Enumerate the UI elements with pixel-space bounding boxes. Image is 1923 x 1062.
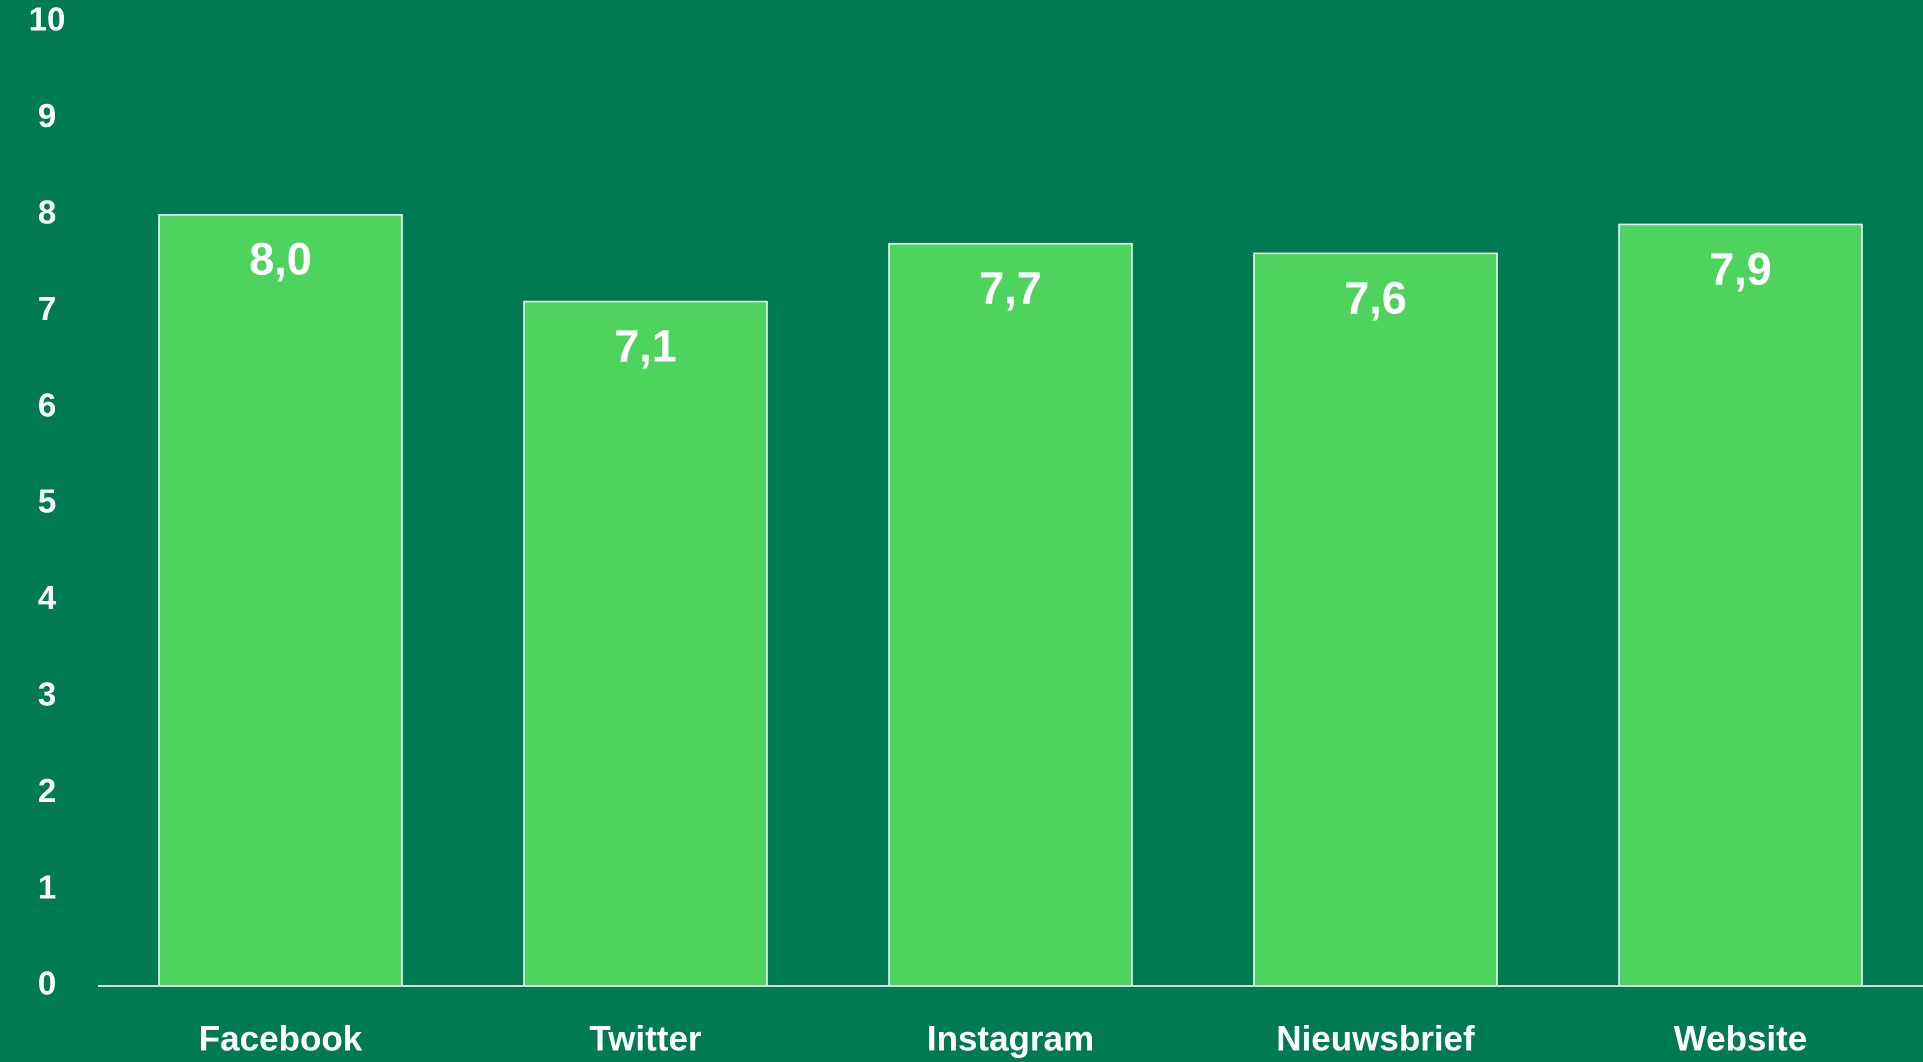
bar: [158, 214, 403, 987]
value-label: 7,7: [979, 263, 1042, 314]
bar: [1618, 223, 1863, 987]
value-label: 7,9: [1709, 243, 1772, 294]
y-tick-label: 1: [38, 868, 56, 905]
y-tick-label: 5: [38, 483, 56, 520]
y-tick-label: 7: [38, 290, 56, 327]
x-tick-label: Facebook: [199, 1019, 363, 1058]
y-tick-label: 9: [38, 97, 56, 134]
bar: [523, 300, 768, 987]
y-tick-label: 4: [38, 579, 57, 616]
bar: [888, 242, 1133, 987]
y-tick-label: 3: [38, 676, 56, 713]
bar: [1253, 252, 1498, 987]
value-label: 7,6: [1344, 272, 1407, 323]
y-tick-label: 8: [38, 194, 56, 231]
y-tick-label: 0: [38, 965, 56, 1002]
x-tick-label: Twitter: [589, 1019, 702, 1058]
y-tick-label: 10: [29, 1, 66, 38]
x-tick-label: Website: [1674, 1019, 1808, 1058]
y-tick-label: 6: [38, 386, 56, 423]
value-label: 8,0: [249, 234, 312, 285]
y-tick-label: 2: [38, 772, 56, 809]
value-label: 7,1: [614, 320, 677, 371]
x-tick-label: Instagram: [927, 1019, 1094, 1058]
x-tick-label: Nieuwsbrief: [1276, 1019, 1475, 1058]
